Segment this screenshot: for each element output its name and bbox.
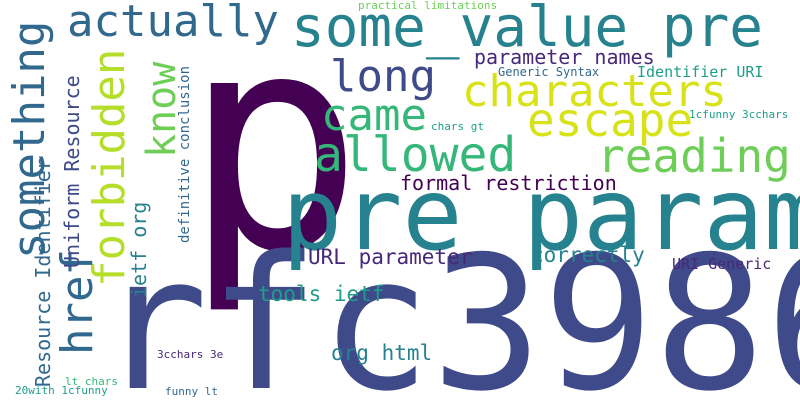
word-escape: escape bbox=[527, 93, 694, 147]
word-allowed: allowed bbox=[314, 127, 517, 183]
word-ietf-org: ietf org bbox=[127, 201, 151, 298]
word-characters: characters bbox=[462, 66, 727, 117]
word-some-value-pre: some_value pre bbox=[291, 0, 764, 60]
word-p: p bbox=[183, 0, 364, 318]
word-reading: reading bbox=[597, 129, 791, 183]
word-long: long bbox=[330, 51, 436, 102]
word-uniform-resource: Uniform Resource bbox=[60, 75, 84, 268]
word-came: came bbox=[321, 90, 427, 141]
word-url-parameter: URL parameter bbox=[308, 245, 473, 269]
word-correctly: correctly bbox=[531, 243, 645, 267]
word-practical-limitations: practical limitations bbox=[358, 0, 498, 12]
word-lt-chars: lt chars bbox=[65, 375, 118, 388]
word-know: know bbox=[139, 61, 185, 158]
word-tools-ietf: tools ietf bbox=[258, 282, 385, 306]
word-identifier-uri: Identifier URI bbox=[637, 63, 764, 81]
word-3cchars-3e: 3cchars 3e bbox=[157, 348, 224, 361]
word-chars-gt: chars gt bbox=[431, 120, 484, 133]
word-org-html: org html bbox=[331, 341, 433, 365]
word-parameter-names: parameter names bbox=[474, 45, 655, 69]
word-uri-generic: URI Generic bbox=[672, 255, 772, 273]
word-formal-restriction: formal restriction bbox=[400, 171, 617, 195]
word-20with-1cfunny: 20with 1cfunny bbox=[15, 384, 108, 397]
word-generic-syntax: Generic Syntax bbox=[498, 65, 600, 79]
word-definitive-conclusion: definitive conclusion bbox=[177, 65, 193, 243]
word-actually: actually bbox=[67, 0, 279, 47]
word-pre-param: pre param bbox=[282, 156, 800, 273]
word-funny-lt: funny lt bbox=[165, 385, 218, 398]
word-resource-identifier: Resource Identifier bbox=[31, 158, 55, 387]
word-1cfunny-3cchars: 1cfunny 3cchars bbox=[689, 108, 789, 121]
word-rfc3986: rfc3986 bbox=[97, 216, 800, 400]
